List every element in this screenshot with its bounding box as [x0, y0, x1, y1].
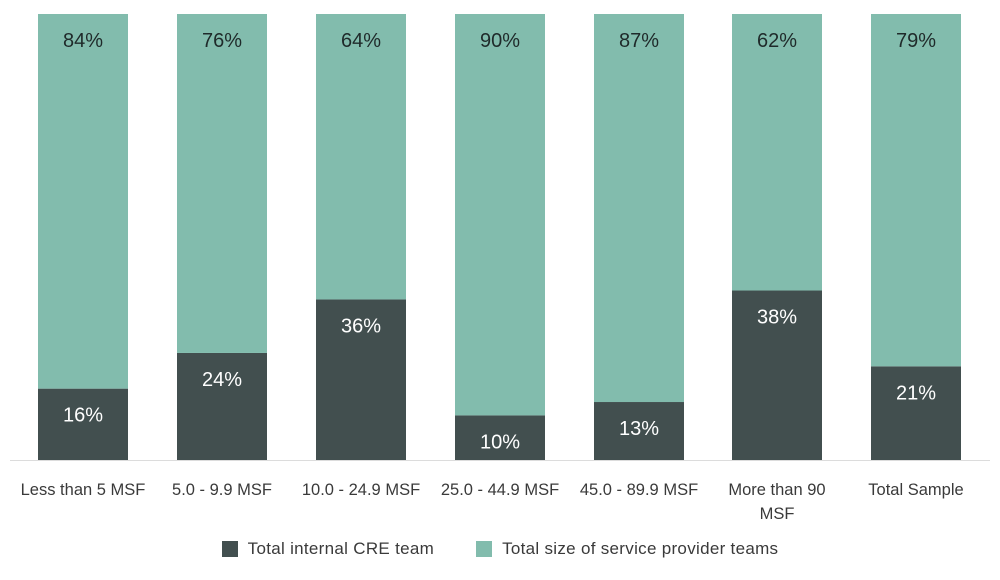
data-label-provider-3: 90%: [480, 30, 520, 52]
bar-internal-6: [871, 366, 961, 460]
bar-internal-5: [732, 290, 822, 460]
x-tick-label-5: More than 90 MSF: [728, 481, 825, 523]
data-label-internal-5: 38%: [757, 307, 797, 329]
data-label-internal-1: 24%: [202, 369, 242, 391]
x-tick-label-6: Total Sample: [868, 481, 963, 499]
data-label-provider-0: 84%: [63, 30, 103, 52]
bar-provider-1: [177, 14, 267, 353]
data-label-internal-6: 21%: [896, 382, 936, 404]
data-label-provider-4: 87%: [619, 30, 659, 52]
bar-internal-4: [594, 402, 684, 460]
legend-label-internal: Total internal CRE team: [247, 539, 435, 558]
data-label-provider-6: 79%: [896, 30, 936, 52]
data-label-provider-2: 64%: [341, 30, 381, 52]
chart-legend: Total internal CRE team Total size of se…: [0, 534, 1000, 564]
legend-swatch-provider: [476, 541, 493, 557]
bar-internal-2: [316, 299, 406, 460]
bar-provider-6: [871, 14, 961, 367]
bar-provider-0: [38, 14, 128, 389]
data-label-provider-5: 62%: [757, 30, 797, 52]
legend-item-internal: Total internal CRE team: [221, 539, 435, 559]
bar-internal-3: [455, 415, 545, 460]
x-tick-label-3: 25.0 - 44.9 MSF: [441, 481, 559, 499]
data-label-internal-0: 16%: [63, 405, 103, 427]
bar-internal-0: [38, 388, 128, 460]
legend-item-provider: Total size of service provider teams: [476, 539, 778, 559]
x-tick-label-4: 45.0 - 89.9 MSF: [580, 481, 698, 499]
x-tick-label-1: 5.0 - 9.9 MSF: [172, 481, 272, 499]
bar-provider-2: [316, 14, 406, 300]
chart-plot-area: 16% 84% Less than 5 MSF 24% 76% 5.0 - 9.9 MSF…: [10, 14, 990, 523]
bar-provider-4: [594, 14, 684, 403]
x-tick-label-0: Less than 5 MSF: [21, 481, 146, 499]
bar-provider-3: [455, 14, 545, 416]
bar-internal-1: [177, 352, 267, 460]
bar-provider-5: [732, 14, 822, 291]
data-label-internal-4: 13%: [619, 418, 659, 440]
data-label-internal-2: 36%: [341, 315, 381, 337]
legend-swatch-internal: [221, 541, 238, 557]
data-label-internal-3: 10%: [480, 431, 520, 453]
data-label-provider-1: 76%: [202, 30, 242, 52]
legend-label-provider: Total size of service provider teams: [502, 539, 779, 558]
x-tick-label-2: 10.0 - 24.9 MSF: [302, 481, 420, 499]
